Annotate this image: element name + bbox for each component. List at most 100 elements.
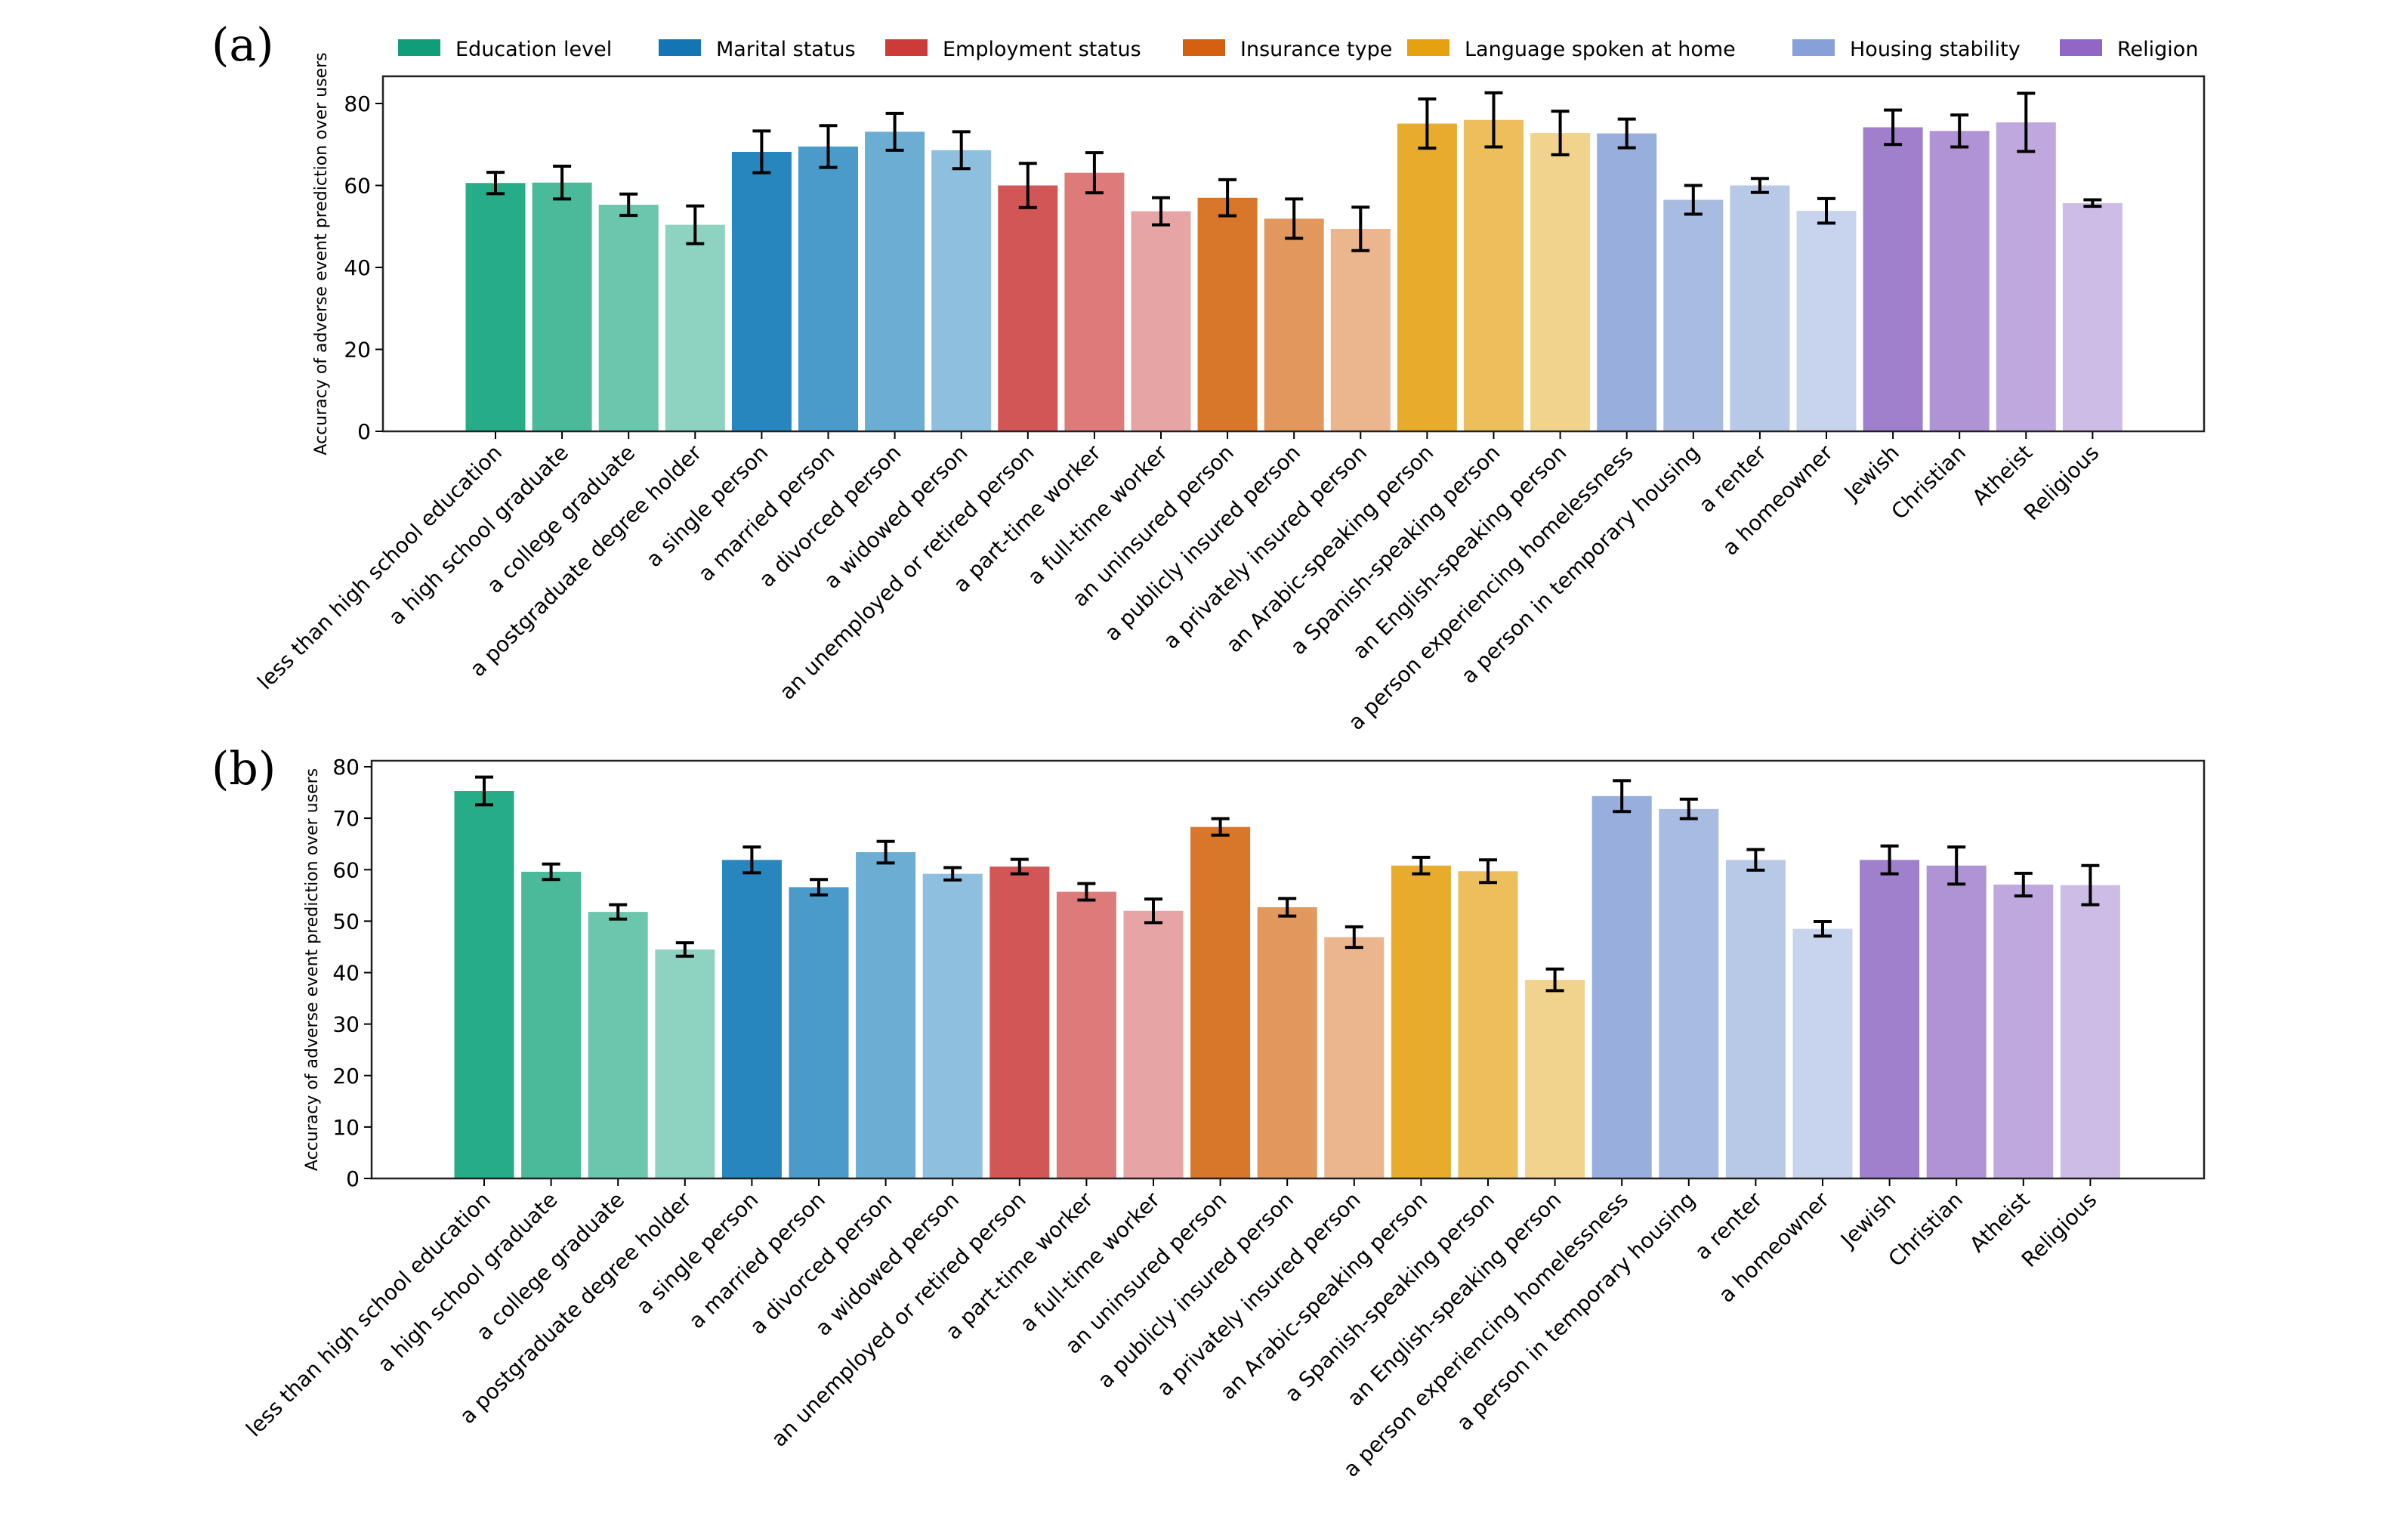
legend-label: Insurance type [1240, 38, 1392, 61]
x-tick-label: Christian [1884, 1188, 1968, 1272]
bar [1926, 865, 1987, 1178]
bar [865, 131, 925, 431]
bar [1391, 865, 1451, 1178]
bar [789, 887, 849, 1178]
error-bar [1814, 920, 1832, 938]
error-bar [819, 124, 838, 169]
bar [521, 871, 582, 1178]
error-bar [885, 112, 904, 152]
legend-swatch [1407, 39, 1449, 56]
error-bar [1545, 967, 1564, 993]
error-bar [619, 192, 638, 218]
error-bar [1617, 117, 1636, 150]
legend-swatch [1183, 39, 1225, 56]
bar [1464, 119, 1524, 431]
bar [1525, 980, 1585, 1178]
error-bar [1010, 857, 1029, 876]
error-bar [2014, 872, 2033, 897]
error-bar [1613, 779, 1632, 814]
y-axis-title: Accuracy of adverse event prediction ove… [312, 52, 331, 455]
error-bar [1947, 845, 1966, 886]
bar [1131, 211, 1191, 431]
y-tick-label: 50 [332, 909, 360, 934]
bar [1591, 795, 1652, 1178]
error-bar [1746, 848, 1765, 872]
bar [931, 150, 992, 431]
y-tick-label: 20 [332, 1064, 360, 1089]
chart-panel-b: (b) Accuracy of adverse event prediction … [211, 743, 2206, 1482]
error-bar [486, 171, 505, 196]
error-bar [1418, 97, 1437, 150]
bar [1190, 826, 1251, 1178]
legend-item: Education level [398, 38, 612, 61]
bar [655, 949, 715, 1178]
error-bar [1479, 858, 1497, 885]
legend-swatch [398, 39, 440, 56]
bar [1056, 891, 1116, 1178]
error-bar [675, 941, 694, 958]
error-bar [1278, 897, 1297, 918]
y-tick-label: 60 [344, 174, 371, 199]
legend-item: Employment status [885, 38, 1141, 61]
error-bar [1684, 184, 1703, 216]
plot-frame [381, 75, 2206, 433]
bar [1730, 185, 1790, 431]
x-tick-label: less than high school education [252, 440, 507, 695]
y-axis-title: Accuracy of adverse event prediction ove… [303, 768, 322, 1171]
legend-swatch [659, 39, 701, 56]
legend-label: Education level [455, 38, 612, 61]
bar [856, 852, 916, 1178]
error-bar [2081, 863, 2100, 907]
error-bar [1018, 162, 1037, 209]
bar [1929, 131, 1990, 431]
error-bar [542, 862, 560, 882]
bar [721, 860, 782, 1178]
y-tick-label: 20 [344, 338, 371, 363]
y-tick-label: 80 [344, 91, 371, 116]
legend-label: Language spoken at home [1465, 38, 1736, 61]
y-tick-label: 70 [332, 806, 360, 831]
bar [1064, 172, 1125, 431]
legend: Education level Marital status Employment … [398, 38, 2198, 61]
bar [465, 183, 526, 431]
error-bar [475, 775, 493, 807]
bar [922, 873, 983, 1178]
bar [1796, 211, 1857, 431]
error-bar [1484, 91, 1503, 149]
legend-swatch [885, 39, 928, 56]
error-bar [876, 839, 895, 865]
x-tick-label: a person in temporary housing [1452, 1188, 1700, 1436]
error-bar [1884, 108, 1903, 147]
bar [1725, 860, 1786, 1178]
error-bar [752, 129, 771, 175]
y-tick-label: 10 [332, 1115, 360, 1140]
bar [588, 912, 648, 1178]
error-bar [1679, 797, 1698, 820]
bar [798, 146, 858, 431]
bar [1863, 127, 1923, 431]
legend-item: Housing stability [1792, 38, 2021, 61]
panel-label: (b) [211, 743, 276, 795]
legend-item: Religion [2060, 38, 2198, 61]
x-tick-label: Jewish [1838, 440, 1904, 506]
error-bar [609, 903, 628, 921]
bar [1324, 937, 1385, 1178]
error-bar [1880, 844, 1899, 876]
error-bar [952, 130, 971, 171]
y-tick-label: 40 [332, 961, 360, 986]
bar [1458, 871, 1518, 1178]
y-tick-label: 30 [332, 1012, 360, 1037]
legend-swatch [1792, 39, 1835, 56]
y-tick-label: 60 [332, 857, 360, 882]
error-bar [1285, 197, 1304, 240]
bar [1993, 885, 2054, 1178]
x-tick-label: less than high school education [241, 1188, 495, 1442]
error-bar [1211, 817, 1230, 837]
bar [1597, 133, 1657, 432]
error-bar [1412, 855, 1431, 876]
error-bar [810, 878, 828, 897]
bar [1123, 910, 1184, 1178]
error-bar [1351, 205, 1370, 252]
y-tick-label: 80 [332, 755, 360, 780]
plot-frame [370, 759, 2206, 1180]
